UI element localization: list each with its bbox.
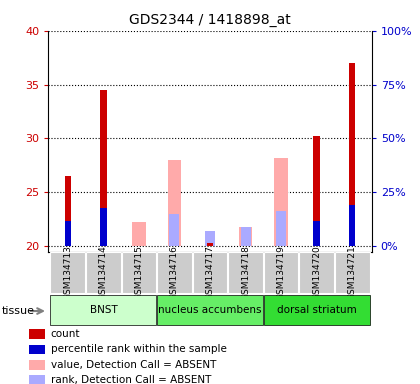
Text: GSM134713: GSM134713 (63, 245, 72, 300)
Bar (100, 209, 107, 246)
Bar (276, 210, 286, 246)
Bar (132, 222, 146, 246)
Bar (193, 252, 227, 293)
Bar (29, 360, 45, 370)
Text: GSM134718: GSM134718 (241, 245, 250, 300)
Text: GSM134716: GSM134716 (170, 245, 179, 300)
Text: count: count (51, 329, 80, 339)
Bar (157, 252, 192, 293)
Bar (29, 329, 45, 339)
Bar (121, 252, 156, 293)
Bar (241, 227, 250, 246)
Bar (205, 231, 215, 246)
Bar (264, 295, 370, 325)
Bar (313, 221, 320, 246)
Bar (29, 376, 45, 384)
Bar (65, 221, 71, 246)
Bar (86, 252, 121, 293)
Bar (228, 252, 263, 293)
Bar (264, 252, 299, 293)
Text: GSM134719: GSM134719 (277, 245, 286, 300)
Bar (168, 160, 181, 246)
Bar (29, 345, 45, 354)
Bar (239, 227, 252, 246)
Bar (349, 63, 355, 246)
Text: GSM134720: GSM134720 (312, 245, 321, 300)
Bar (157, 295, 263, 325)
Text: rank, Detection Call = ABSENT: rank, Detection Call = ABSENT (51, 375, 211, 384)
Bar (349, 205, 355, 246)
Bar (50, 295, 156, 325)
Title: GDS2344 / 1418898_at: GDS2344 / 1418898_at (129, 13, 291, 27)
Text: tissue: tissue (2, 306, 35, 316)
Bar (207, 243, 213, 246)
Bar (299, 252, 334, 293)
Bar (65, 176, 71, 246)
Text: GSM134714: GSM134714 (99, 245, 108, 300)
Bar (100, 90, 107, 246)
Bar (313, 136, 320, 246)
Bar (274, 158, 288, 246)
Text: GSM134717: GSM134717 (205, 245, 215, 300)
Bar (170, 214, 179, 246)
Bar (335, 252, 370, 293)
Text: percentile rank within the sample: percentile rank within the sample (51, 344, 226, 354)
Text: value, Detection Call = ABSENT: value, Detection Call = ABSENT (51, 360, 216, 370)
Text: dorsal striatum: dorsal striatum (277, 305, 357, 315)
Text: GSM134715: GSM134715 (134, 245, 143, 300)
Text: nucleus accumbens: nucleus accumbens (158, 305, 262, 315)
Text: GSM134721: GSM134721 (348, 245, 357, 300)
Bar (50, 252, 85, 293)
Text: BNST: BNST (89, 305, 117, 315)
